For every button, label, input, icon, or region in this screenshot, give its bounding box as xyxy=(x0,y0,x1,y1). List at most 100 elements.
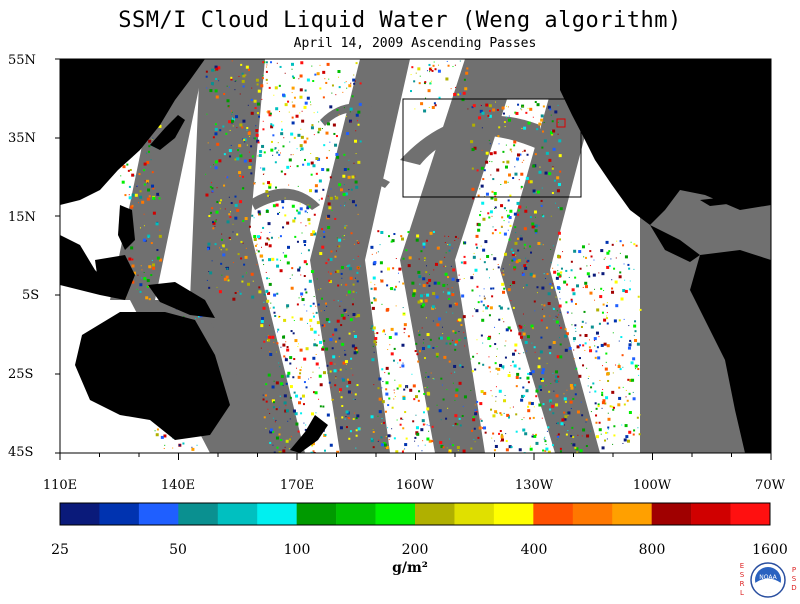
cloud-pixel xyxy=(310,327,314,331)
cloud-pixel xyxy=(558,304,562,308)
cloud-pixel xyxy=(426,386,428,388)
cloud-pixel xyxy=(401,364,405,368)
cloud-pixel xyxy=(319,64,321,66)
cloud-pixel xyxy=(329,196,333,200)
cloud-pixel xyxy=(208,271,210,273)
cloud-pixel xyxy=(266,82,268,84)
cloud-pixel xyxy=(531,370,535,374)
cloud-pixel xyxy=(606,438,608,440)
cloud-pixel xyxy=(584,342,587,345)
cloud-pixel xyxy=(261,259,264,262)
cloud-pixel xyxy=(252,280,254,282)
cloud-pixel xyxy=(517,209,520,212)
cloud-pixel xyxy=(288,184,290,186)
cloud-pixel xyxy=(523,126,527,130)
cloud-pixel xyxy=(605,240,609,244)
cloud-pixel xyxy=(357,160,361,164)
cloud-pixel xyxy=(357,255,359,257)
cloud-pixel xyxy=(435,307,437,309)
cloud-pixel xyxy=(429,231,433,235)
cloud-pixel xyxy=(338,356,340,358)
cloud-pixel xyxy=(499,412,502,415)
cloud-pixel xyxy=(524,432,528,436)
cloud-pixel xyxy=(384,410,387,413)
cloud-pixel xyxy=(429,71,431,73)
cloud-pixel xyxy=(518,332,522,336)
cloud-pixel xyxy=(298,401,302,405)
cloud-pixel xyxy=(454,235,457,238)
cloud-pixel xyxy=(265,190,269,194)
cloud-pixel xyxy=(414,440,416,442)
cloud-pixel xyxy=(280,382,284,386)
cloud-pixel xyxy=(274,421,276,423)
cloud-pixel xyxy=(475,234,479,238)
cloud-pixel xyxy=(612,406,615,409)
cloud-pixel xyxy=(155,433,159,437)
cloud-pixel xyxy=(310,377,312,379)
cloud-pixel xyxy=(521,161,523,163)
cloud-pixel xyxy=(636,416,639,419)
cloud-pixel xyxy=(215,78,218,81)
cloud-pixel xyxy=(347,390,351,394)
cloud-pixel xyxy=(257,250,260,253)
cloud-pixel xyxy=(132,258,134,260)
cloud-pixel xyxy=(334,143,338,147)
cloud-pixel xyxy=(519,237,523,241)
cloud-pixel xyxy=(545,447,549,451)
cloud-pixel xyxy=(442,291,444,293)
cloud-pixel xyxy=(459,424,462,427)
cloud-pixel xyxy=(260,254,264,258)
cloud-pixel xyxy=(524,209,528,213)
cloud-pixel xyxy=(236,233,239,236)
cloud-pixel xyxy=(401,343,405,347)
cloud-pixel xyxy=(245,65,249,69)
cloud-pixel xyxy=(303,244,306,247)
cloud-pixel xyxy=(134,175,136,177)
cloud-pixel xyxy=(309,101,311,103)
cloud-pixel xyxy=(462,449,466,453)
cloud-pixel xyxy=(439,260,443,264)
cloud-pixel xyxy=(357,241,359,243)
cloud-pixel xyxy=(488,114,492,118)
cloud-pixel xyxy=(531,327,534,330)
cloud-pixel xyxy=(284,103,288,107)
cloud-pixel xyxy=(211,207,214,210)
cloud-pixel xyxy=(510,329,513,332)
cloud-pixel xyxy=(590,430,592,432)
cloud-pixel xyxy=(449,438,451,440)
cloud-pixel xyxy=(463,78,466,81)
cloud-pixel xyxy=(420,305,424,309)
cloud-pixel xyxy=(573,358,575,360)
cloud-pixel xyxy=(282,343,286,347)
cloud-pixel xyxy=(333,132,336,135)
cloud-pixel xyxy=(445,77,449,81)
cloud-pixel xyxy=(550,249,552,251)
cloud-pixel xyxy=(498,126,501,129)
cloud-pixel xyxy=(136,288,138,290)
cloud-pixel xyxy=(410,74,412,76)
cloud-pixel xyxy=(534,229,538,233)
cloud-pixel xyxy=(403,312,405,314)
cloud-pixel xyxy=(521,272,525,276)
cloud-pixel xyxy=(637,295,640,298)
cloud-pixel xyxy=(218,290,222,294)
cloud-pixel xyxy=(343,235,345,237)
cloud-pixel xyxy=(128,257,132,261)
cloud-pixel xyxy=(239,290,241,292)
cloud-pixel xyxy=(485,160,489,164)
cloud-pixel xyxy=(552,166,554,168)
cloud-pixel xyxy=(508,216,512,220)
cloud-pixel xyxy=(416,432,420,436)
map-subtitle: April 14, 2009 Ascending Passes xyxy=(293,36,537,51)
cloud-pixel xyxy=(593,339,595,341)
cloud-pixel xyxy=(434,68,437,71)
cloud-pixel xyxy=(329,176,332,179)
colorbar-swatch xyxy=(257,503,297,525)
cloud-pixel xyxy=(545,384,547,386)
cloud-pixel xyxy=(541,304,543,306)
cloud-pixel xyxy=(346,265,349,268)
cloud-pixel xyxy=(551,191,554,194)
cloud-pixel xyxy=(340,300,342,302)
cloud-pixel xyxy=(560,267,563,270)
cloud-pixel xyxy=(548,390,551,393)
